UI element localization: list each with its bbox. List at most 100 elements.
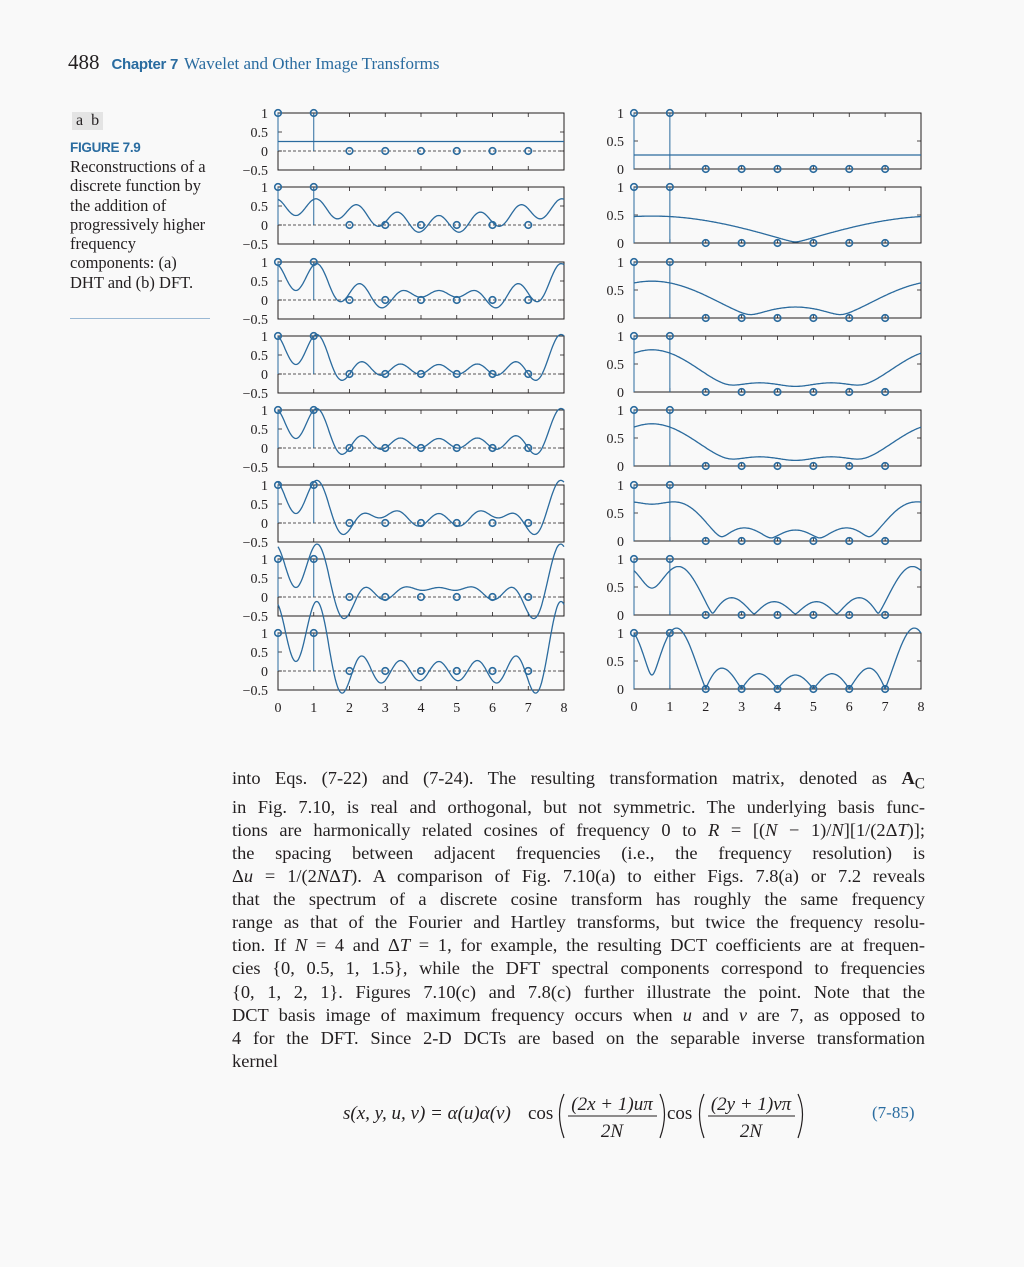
sample-point xyxy=(773,610,782,620)
sample-point xyxy=(845,610,854,620)
eq-cos-1: cos xyxy=(528,1103,553,1124)
plot-frame xyxy=(277,186,565,245)
sample-point xyxy=(309,108,318,118)
y-tick-label: 1 xyxy=(617,553,624,568)
y-tick-label: 0.5 xyxy=(251,498,269,513)
sample-point xyxy=(524,592,533,602)
eq-cos-2: cos xyxy=(667,1103,692,1124)
plot-frame xyxy=(277,261,565,320)
figure-7-9: 1 0.5 0 −0.5 1 0.5 0 −0.5 1 0.5 0 −0.5 1 0.5 0 −0.5 1 0.5… xyxy=(243,107,925,716)
reconstruction-curve xyxy=(277,198,565,233)
paragraph-line: the spacing between adjacent frequencies… xyxy=(232,842,925,863)
sample-point xyxy=(701,238,710,248)
y-tick-label: 0.5 xyxy=(251,126,269,141)
sample-point xyxy=(845,238,854,248)
y-tick-label: 0.5 xyxy=(251,646,269,661)
sample-point xyxy=(452,146,461,156)
eq-den-1: 2N xyxy=(601,1121,625,1142)
sample-point xyxy=(629,480,639,490)
page-header: 488 Chapter 7 Wavelet and Other Image Tran… xyxy=(68,50,439,76)
y-tick-label: 0 xyxy=(261,591,268,606)
paragraph-line: cies {0, 0.5, 1, 1.5}, while the DFT spe… xyxy=(232,958,925,979)
sample-point xyxy=(809,238,818,248)
reconstruction-curve xyxy=(633,280,922,316)
y-tick-label: 1 xyxy=(617,479,624,494)
eq-num-1: (2x + 1)uπ xyxy=(571,1094,653,1115)
sample-point xyxy=(737,313,746,323)
sample-point xyxy=(881,164,890,174)
sample-point xyxy=(416,146,426,156)
x-tick-label: 6 xyxy=(489,701,496,716)
y-tick-label: 1 xyxy=(617,107,624,122)
sample-point xyxy=(809,610,818,620)
y-tick-label: 1 xyxy=(261,479,268,494)
sample-point xyxy=(701,313,710,323)
sample-point xyxy=(488,666,497,676)
plot-frame xyxy=(633,335,922,393)
y-tick-label: 1 xyxy=(261,181,268,196)
equation-svg: s(x, y, u, v) = α(u)α(v) cos (2x + 1)uπ … xyxy=(343,1093,804,1142)
y-tick-label: 0 xyxy=(261,368,268,383)
y-tick-label: 0.5 xyxy=(607,209,625,224)
sample-point xyxy=(524,518,533,528)
paragraph-line: range as that of the Fourier and Hartley… xyxy=(232,912,925,933)
paragraph-line: that the spectrum of a discrete cosine t… xyxy=(232,889,925,910)
sample-point xyxy=(488,592,497,602)
chapter-label: Chapter 7 xyxy=(111,56,179,73)
plot-frame xyxy=(633,186,922,244)
y-tick-label: 1 xyxy=(261,256,268,271)
sample-point xyxy=(488,146,497,156)
y-tick-label: 0 xyxy=(617,163,624,178)
sample-point xyxy=(665,108,674,118)
sample-point xyxy=(881,536,890,546)
x-tick-label: 2 xyxy=(346,701,353,716)
sample-point xyxy=(488,369,497,379)
y-tick-label: 1 xyxy=(261,107,268,122)
sample-point xyxy=(809,536,818,546)
sample-point xyxy=(701,164,710,174)
page-number: 488 xyxy=(68,50,100,74)
sample-point xyxy=(629,331,639,341)
sample-point xyxy=(845,536,854,546)
eq-den-2: 2N xyxy=(740,1121,764,1142)
sample-point xyxy=(345,518,354,528)
sample-point xyxy=(665,257,674,267)
y-tick-label: 0.5 xyxy=(607,432,625,447)
x-tick-label: 0 xyxy=(275,701,282,716)
y-tick-label: 0.5 xyxy=(607,135,625,150)
y-tick-label: 1 xyxy=(261,404,268,419)
sample-point xyxy=(629,628,639,638)
paragraph-line: in Fig. 7.10, is real and orthogonal, bu… xyxy=(232,796,925,817)
sample-point xyxy=(773,313,782,323)
sample-point xyxy=(773,164,782,174)
y-tick-label: 0.5 xyxy=(251,200,269,215)
figure-caption: Reconstructions of a discrete function b… xyxy=(70,157,206,292)
sample-point xyxy=(273,480,283,490)
sample-point xyxy=(524,220,533,230)
sample-point xyxy=(665,628,674,638)
sample-point xyxy=(665,480,674,490)
sample-point xyxy=(524,295,533,305)
sample-point xyxy=(416,666,426,676)
sample-point xyxy=(737,536,746,546)
sample-point xyxy=(809,684,818,694)
y-tick-label: 0 xyxy=(617,312,624,327)
sample-point xyxy=(737,461,746,471)
sample-point xyxy=(273,405,283,415)
sample-point xyxy=(629,108,639,118)
sample-point xyxy=(737,610,746,620)
sample-point xyxy=(309,405,318,415)
y-tick-label: 0.5 xyxy=(607,655,625,670)
y-tick-label: 0.5 xyxy=(251,349,269,364)
x-tick-label: 6 xyxy=(846,700,853,715)
y-tick-label: −0.5 xyxy=(243,684,268,699)
sample-point xyxy=(881,461,890,471)
paragraph-line: tion. If N = 4 and ΔT = 1, for example, … xyxy=(232,935,925,956)
figure-label: FIGURE 7.9 xyxy=(70,140,141,155)
reconstruction-curve xyxy=(277,600,565,694)
y-tick-label: 0 xyxy=(617,386,624,401)
sample-point xyxy=(665,182,674,192)
y-tick-label: 0 xyxy=(261,294,268,309)
sample-point xyxy=(416,369,426,379)
sample-point xyxy=(452,295,461,305)
